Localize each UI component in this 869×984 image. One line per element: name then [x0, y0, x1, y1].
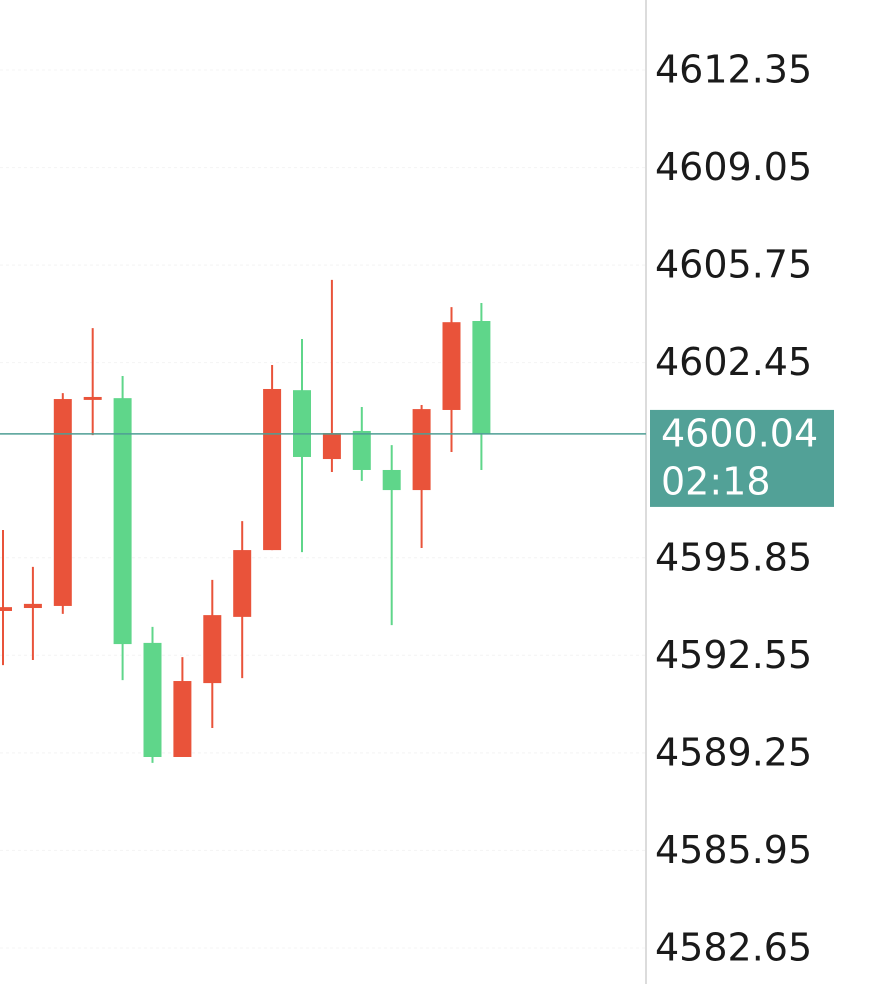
y-tick-label: 4605.75	[655, 243, 812, 287]
countdown-label: 02:18	[661, 459, 771, 503]
candle-body	[382, 469, 401, 491]
candle-body	[412, 409, 431, 491]
candle-body	[203, 615, 222, 684]
y-tick-label: 4582.65	[655, 925, 812, 969]
candle-body	[0, 607, 12, 611]
last-price-box	[650, 409, 834, 507]
y-tick-label: 4595.85	[655, 535, 812, 579]
y-tick-label: 4602.45	[655, 340, 812, 384]
candle-body	[442, 322, 461, 410]
y-tick-label: 4589.25	[655, 730, 812, 774]
candle-body	[322, 433, 341, 460]
y-tick-label: 4612.35	[655, 48, 812, 92]
candle-body	[173, 681, 192, 757]
candle-body	[263, 388, 282, 551]
candle-body	[472, 321, 491, 434]
candle-body	[113, 398, 132, 645]
candle-body	[83, 396, 102, 400]
y-tick-label: 4609.05	[655, 145, 812, 189]
candle-body	[352, 430, 371, 470]
candle-body	[233, 550, 252, 617]
candle-body	[53, 399, 72, 606]
y-tick-label: 4585.95	[655, 828, 812, 872]
candle-body	[23, 603, 42, 609]
candle-body	[293, 390, 311, 457]
candle-body	[143, 642, 162, 757]
y-tick-label: 4592.55	[655, 633, 812, 677]
last-price-label: 4600.04	[661, 411, 818, 455]
